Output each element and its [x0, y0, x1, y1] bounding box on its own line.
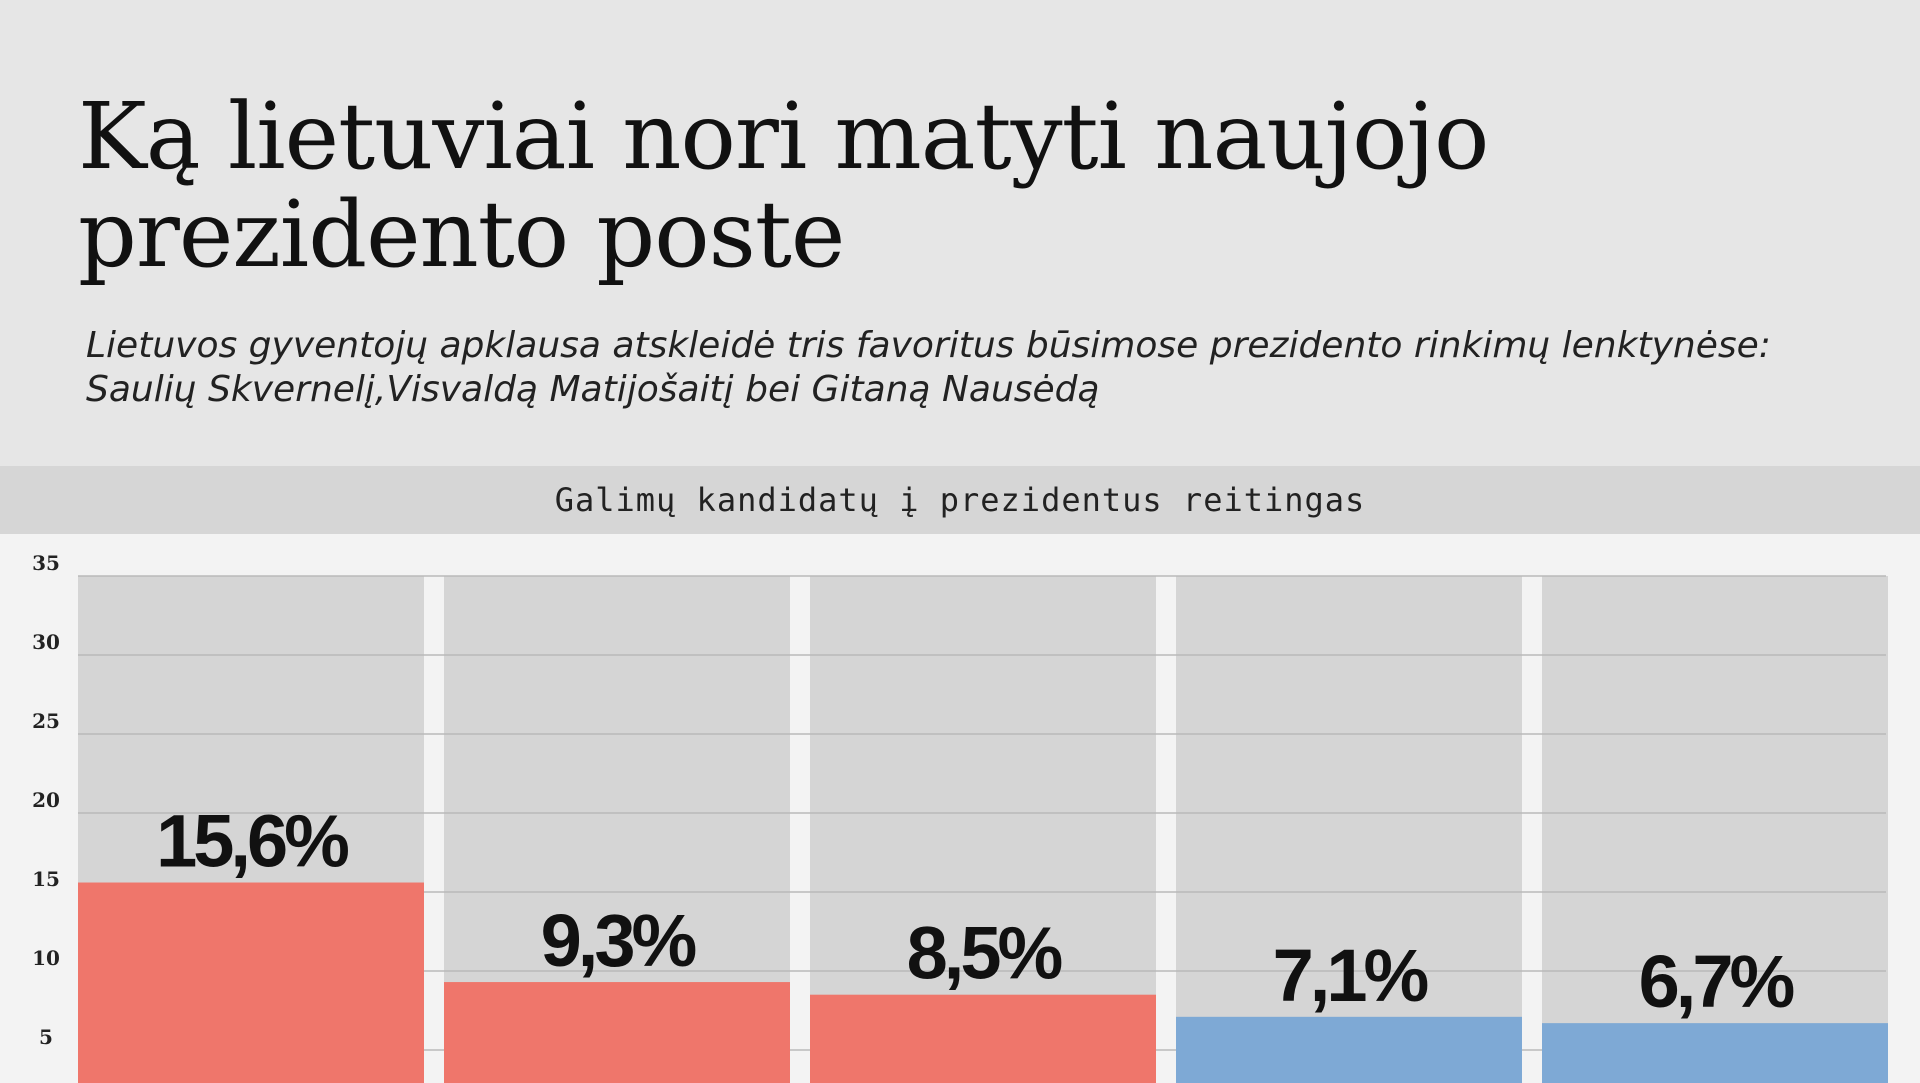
bar-value-label: 9,3% — [541, 899, 696, 982]
bar — [1176, 1016, 1522, 1083]
chart-title-band: Galimų kandidatų į prezidentus reitingas — [0, 466, 1920, 534]
bar-chart: 5 10 15 20 25 30 35 15,6% 9,3% 8,5% 7,1% 6,7% — [32, 551, 1888, 1083]
page-title: Ką lietuviai nori matyti naujojo prezide… — [78, 83, 1489, 288]
column-background — [1542, 576, 1888, 1083]
y-tick-label: 20 — [32, 788, 60, 812]
y-tick-label: 30 — [32, 630, 60, 654]
bar — [1542, 1023, 1888, 1083]
bar-value-label: 7,1% — [1273, 934, 1428, 1017]
bar — [810, 994, 1156, 1083]
y-tick-label: 15 — [32, 867, 60, 891]
bar — [78, 882, 424, 1083]
bar — [444, 982, 790, 1083]
bar-value-label: 8,5% — [907, 912, 1062, 995]
bar-value-label: 6,7% — [1639, 940, 1794, 1023]
header: Ką lietuviai nori matyti naujojo prezide… — [0, 0, 1920, 466]
y-tick-label: 25 — [32, 709, 60, 733]
column-background — [1176, 576, 1522, 1083]
chart-area: 5 10 15 20 25 30 35 15,6% 9,3% 8,5% 7,1% 6,7% — [0, 534, 1920, 1083]
y-tick-label: 5 — [39, 1025, 53, 1049]
chart-title: Galimų kandidatų į prezidentus reitingas — [554, 481, 1366, 519]
bar-value-label: 15,6% — [156, 800, 348, 883]
page-subtitle: Lietuvos gyventojų apklausa atskleidė tr… — [86, 325, 1771, 410]
y-tick-label: 35 — [32, 551, 60, 575]
y-tick-label: 10 — [32, 946, 60, 970]
